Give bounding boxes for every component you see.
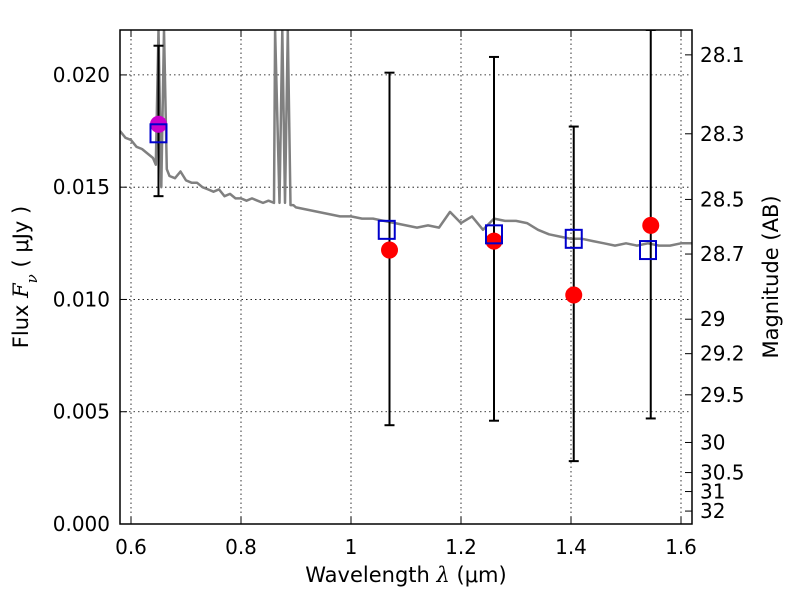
magnitude-tick-label: 30 bbox=[700, 430, 725, 454]
plot-data bbox=[120, 30, 692, 463]
magnitude-tick-label: 28.1 bbox=[700, 43, 745, 67]
observed-flux-point bbox=[381, 241, 398, 259]
x-tick-label: 1 bbox=[345, 535, 358, 559]
magnitude-tick-label: 28.3 bbox=[700, 122, 745, 146]
magnitude-tick-label: 29 bbox=[700, 307, 725, 331]
y-tick-label: 0.005 bbox=[53, 400, 110, 424]
magnitude-tick-label: 28.5 bbox=[700, 187, 745, 211]
magnitude-tick-label: 32 bbox=[700, 499, 725, 523]
observed-flux-point bbox=[642, 216, 660, 234]
x-tick-label: 1.6 bbox=[665, 535, 697, 559]
plot-frame bbox=[119, 29, 693, 525]
model-flux-square bbox=[639, 240, 657, 261]
y-tick-label: 0.020 bbox=[53, 63, 110, 87]
observed-flux-point bbox=[565, 286, 583, 304]
magnitude-tick-label: 31 bbox=[700, 480, 725, 504]
magnitude-tick-label: 29.5 bbox=[700, 383, 745, 407]
x-tick-label: 0.8 bbox=[225, 535, 257, 559]
x-axis-label: Wavelength λ (μm) bbox=[305, 563, 506, 587]
sed-model-line bbox=[120, 30, 692, 247]
magnitude-tick-label: 29.2 bbox=[700, 342, 745, 366]
observed-flux-point bbox=[485, 232, 503, 250]
x-tick-label: 1.4 bbox=[555, 535, 587, 559]
axis-ticks: 0.6 0.8 1 1.2 1.4 1.6 0.000 0.005 0.010 0.015 0.02… bbox=[53, 30, 745, 559]
magnitude-tick-label: 28.7 bbox=[700, 242, 745, 266]
y-axis-label: Flux Fν ( μJy ) bbox=[9, 206, 41, 348]
model-flux-square bbox=[377, 219, 396, 240]
model-flux-square bbox=[149, 123, 168, 144]
y-tick-label: 0.010 bbox=[53, 287, 110, 311]
magnitude-axis-label: Magnitude (AB) bbox=[759, 195, 783, 358]
x-tick-label: 1.2 bbox=[445, 535, 477, 559]
model-flux-square bbox=[485, 224, 503, 245]
y-tick-label: 0.000 bbox=[53, 512, 110, 536]
model-flux-square bbox=[564, 228, 583, 249]
magnitude-tick-label: 30.5 bbox=[700, 461, 745, 485]
x-tick-label: 0.6 bbox=[115, 535, 147, 559]
y-tick-label: 0.015 bbox=[53, 175, 110, 199]
grid bbox=[120, 30, 692, 524]
